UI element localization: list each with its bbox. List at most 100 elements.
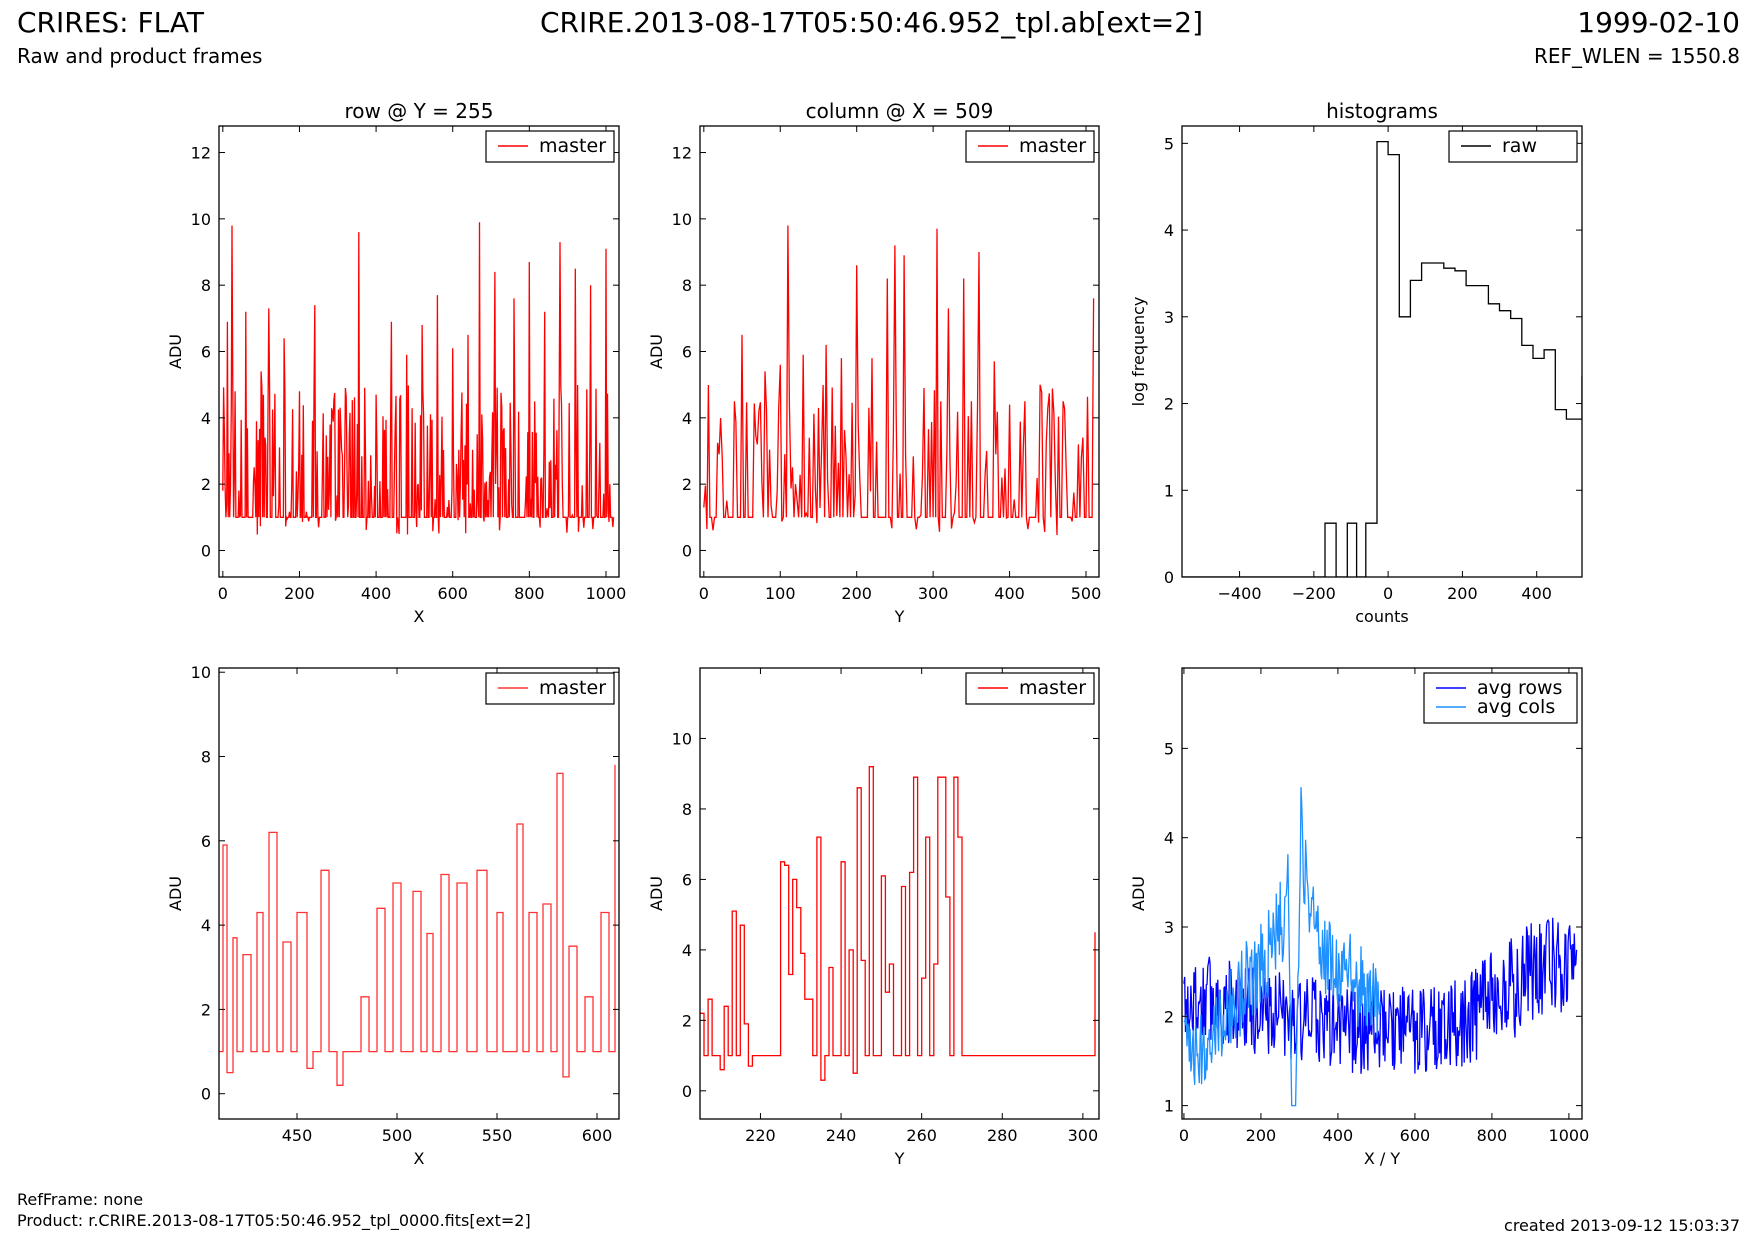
- y-tick-label: 2: [1164, 395, 1174, 414]
- y-tick-label: 4: [201, 916, 211, 935]
- x-tick-label: 400: [361, 584, 392, 603]
- y-tick-label: 4: [682, 409, 692, 428]
- plot-frame: [699, 667, 1100, 1120]
- figure-subtitle: Raw and product frames: [17, 44, 263, 68]
- y-tick-label: 4: [201, 409, 211, 428]
- x-tick-label: −400: [1218, 584, 1262, 603]
- x-tick-label: 200: [284, 584, 315, 603]
- x-tick-label: 500: [382, 1126, 413, 1145]
- series-line-master: [700, 766, 1096, 1081]
- y-tick-label: 0: [201, 1085, 211, 1104]
- y-tick-label: 3: [1164, 308, 1174, 327]
- x-tick-label: 0: [699, 584, 709, 603]
- y-tick-label: 6: [201, 343, 211, 362]
- plot-title: histograms: [1326, 99, 1438, 123]
- created-label: created 2013-09-12 15:03:37: [1504, 1216, 1740, 1235]
- legend-box: [1423, 672, 1578, 724]
- y-axis-label: ADU: [166, 876, 185, 911]
- x-tick-label: 600: [437, 584, 468, 603]
- plot-data-layer: [1183, 787, 1578, 1107]
- plot-title: row @ Y = 255: [345, 99, 494, 123]
- legend-label: master: [1019, 135, 1086, 157]
- x-tick-label: 200: [841, 584, 872, 603]
- x-tick-label: 240: [826, 1126, 857, 1145]
- y-tick-label: 6: [682, 343, 692, 362]
- date-label: 1999-02-10: [1577, 6, 1740, 39]
- x-tick-label: 200: [1246, 1126, 1277, 1145]
- series-line-master: [219, 764, 616, 1086]
- x-tick-label: 100: [765, 584, 796, 603]
- legend-label: raw: [1502, 135, 1537, 157]
- y-axis-label: ADU: [1129, 876, 1148, 911]
- y-tick-label: 6: [682, 870, 692, 889]
- legend-label: avg cols: [1477, 696, 1555, 718]
- y-tick-label: 10: [672, 210, 692, 229]
- x-tick-label: 550: [482, 1126, 513, 1145]
- y-tick-label: 2: [201, 475, 211, 494]
- figure-title: CRIRES: FLAT: [17, 6, 204, 39]
- x-tick-label: 800: [514, 584, 545, 603]
- x-tick-label: 220: [745, 1126, 776, 1145]
- y-tick-label: 12: [672, 144, 692, 163]
- x-tick-label: 600: [1400, 1126, 1431, 1145]
- plot-frame: [1181, 125, 1583, 578]
- x-tick-label: 400: [1521, 584, 1552, 603]
- file-title: CRIRE.2013-08-17T05:50:46.952_tpl.ab[ext…: [540, 6, 1204, 39]
- y-axis-label: ADU: [647, 876, 666, 911]
- y-axis-label: log frequency: [1129, 297, 1148, 407]
- y-tick-label: 2: [1164, 1007, 1174, 1026]
- product-label: Product: r.CRIRE.2013-08-17T05:50:46.952…: [17, 1211, 531, 1230]
- legend-label: avg rows: [1477, 677, 1562, 699]
- x-tick-label: 280: [987, 1126, 1018, 1145]
- x-tick-label: 800: [1477, 1126, 1508, 1145]
- y-tick-label: 0: [1164, 568, 1174, 587]
- y-tick-label: 0: [682, 541, 692, 560]
- plot-data-layer: [703, 225, 1095, 536]
- x-tick-label: 600: [582, 1126, 613, 1145]
- y-axis-label: ADU: [166, 334, 185, 369]
- y-tick-label: 8: [682, 276, 692, 295]
- y-tick-label: 6: [201, 832, 211, 851]
- legend-label: master: [1019, 677, 1086, 699]
- x-tick-label: −200: [1292, 584, 1336, 603]
- plot-title: column @ X = 509: [806, 99, 994, 123]
- y-axis-label: ADU: [647, 334, 666, 369]
- series-line-master: [222, 222, 615, 535]
- x-tick-label: 400: [1323, 1126, 1354, 1145]
- plot-frame: [1181, 667, 1583, 1120]
- series-line-master: [703, 225, 1095, 536]
- x-axis-label: X: [414, 1149, 425, 1168]
- y-tick-label: 3: [1164, 918, 1174, 937]
- y-tick-label: 2: [682, 1011, 692, 1030]
- y-tick-label: 2: [682, 475, 692, 494]
- series-line-avg-cols: [1183, 787, 1381, 1107]
- y-tick-label: 1: [1164, 1097, 1174, 1116]
- y-tick-label: 8: [201, 748, 211, 767]
- ref-wlen-label: REF_WLEN = 1550.8: [1533, 44, 1740, 68]
- x-tick-label: 300: [1068, 1126, 1099, 1145]
- y-tick-label: 8: [201, 276, 211, 295]
- x-axis-label: counts: [1355, 607, 1408, 626]
- plot-data-layer: [222, 222, 615, 535]
- y-tick-label: 8: [682, 800, 692, 819]
- y-tick-label: 10: [672, 729, 692, 748]
- x-tick-label: 0: [1179, 1126, 1189, 1145]
- x-tick-label: 1000: [586, 584, 627, 603]
- x-tick-label: 0: [1383, 584, 1393, 603]
- x-tick-label: 500: [1071, 584, 1102, 603]
- y-tick-label: 0: [682, 1082, 692, 1101]
- x-tick-label: 400: [994, 584, 1025, 603]
- y-tick-label: 1: [1164, 481, 1174, 500]
- x-axis-label: Y: [894, 607, 905, 626]
- y-tick-label: 5: [1164, 739, 1174, 758]
- plot-data-layer: [1182, 140, 1582, 577]
- legend-label: master: [539, 135, 606, 157]
- y-tick-label: 10: [191, 210, 211, 229]
- y-tick-label: 12: [191, 144, 211, 163]
- y-tick-label: 0: [201, 541, 211, 560]
- x-axis-label: X / Y: [1364, 1149, 1401, 1168]
- y-tick-label: 4: [682, 941, 692, 960]
- y-tick-label: 4: [1164, 221, 1174, 240]
- x-tick-label: 0: [218, 584, 228, 603]
